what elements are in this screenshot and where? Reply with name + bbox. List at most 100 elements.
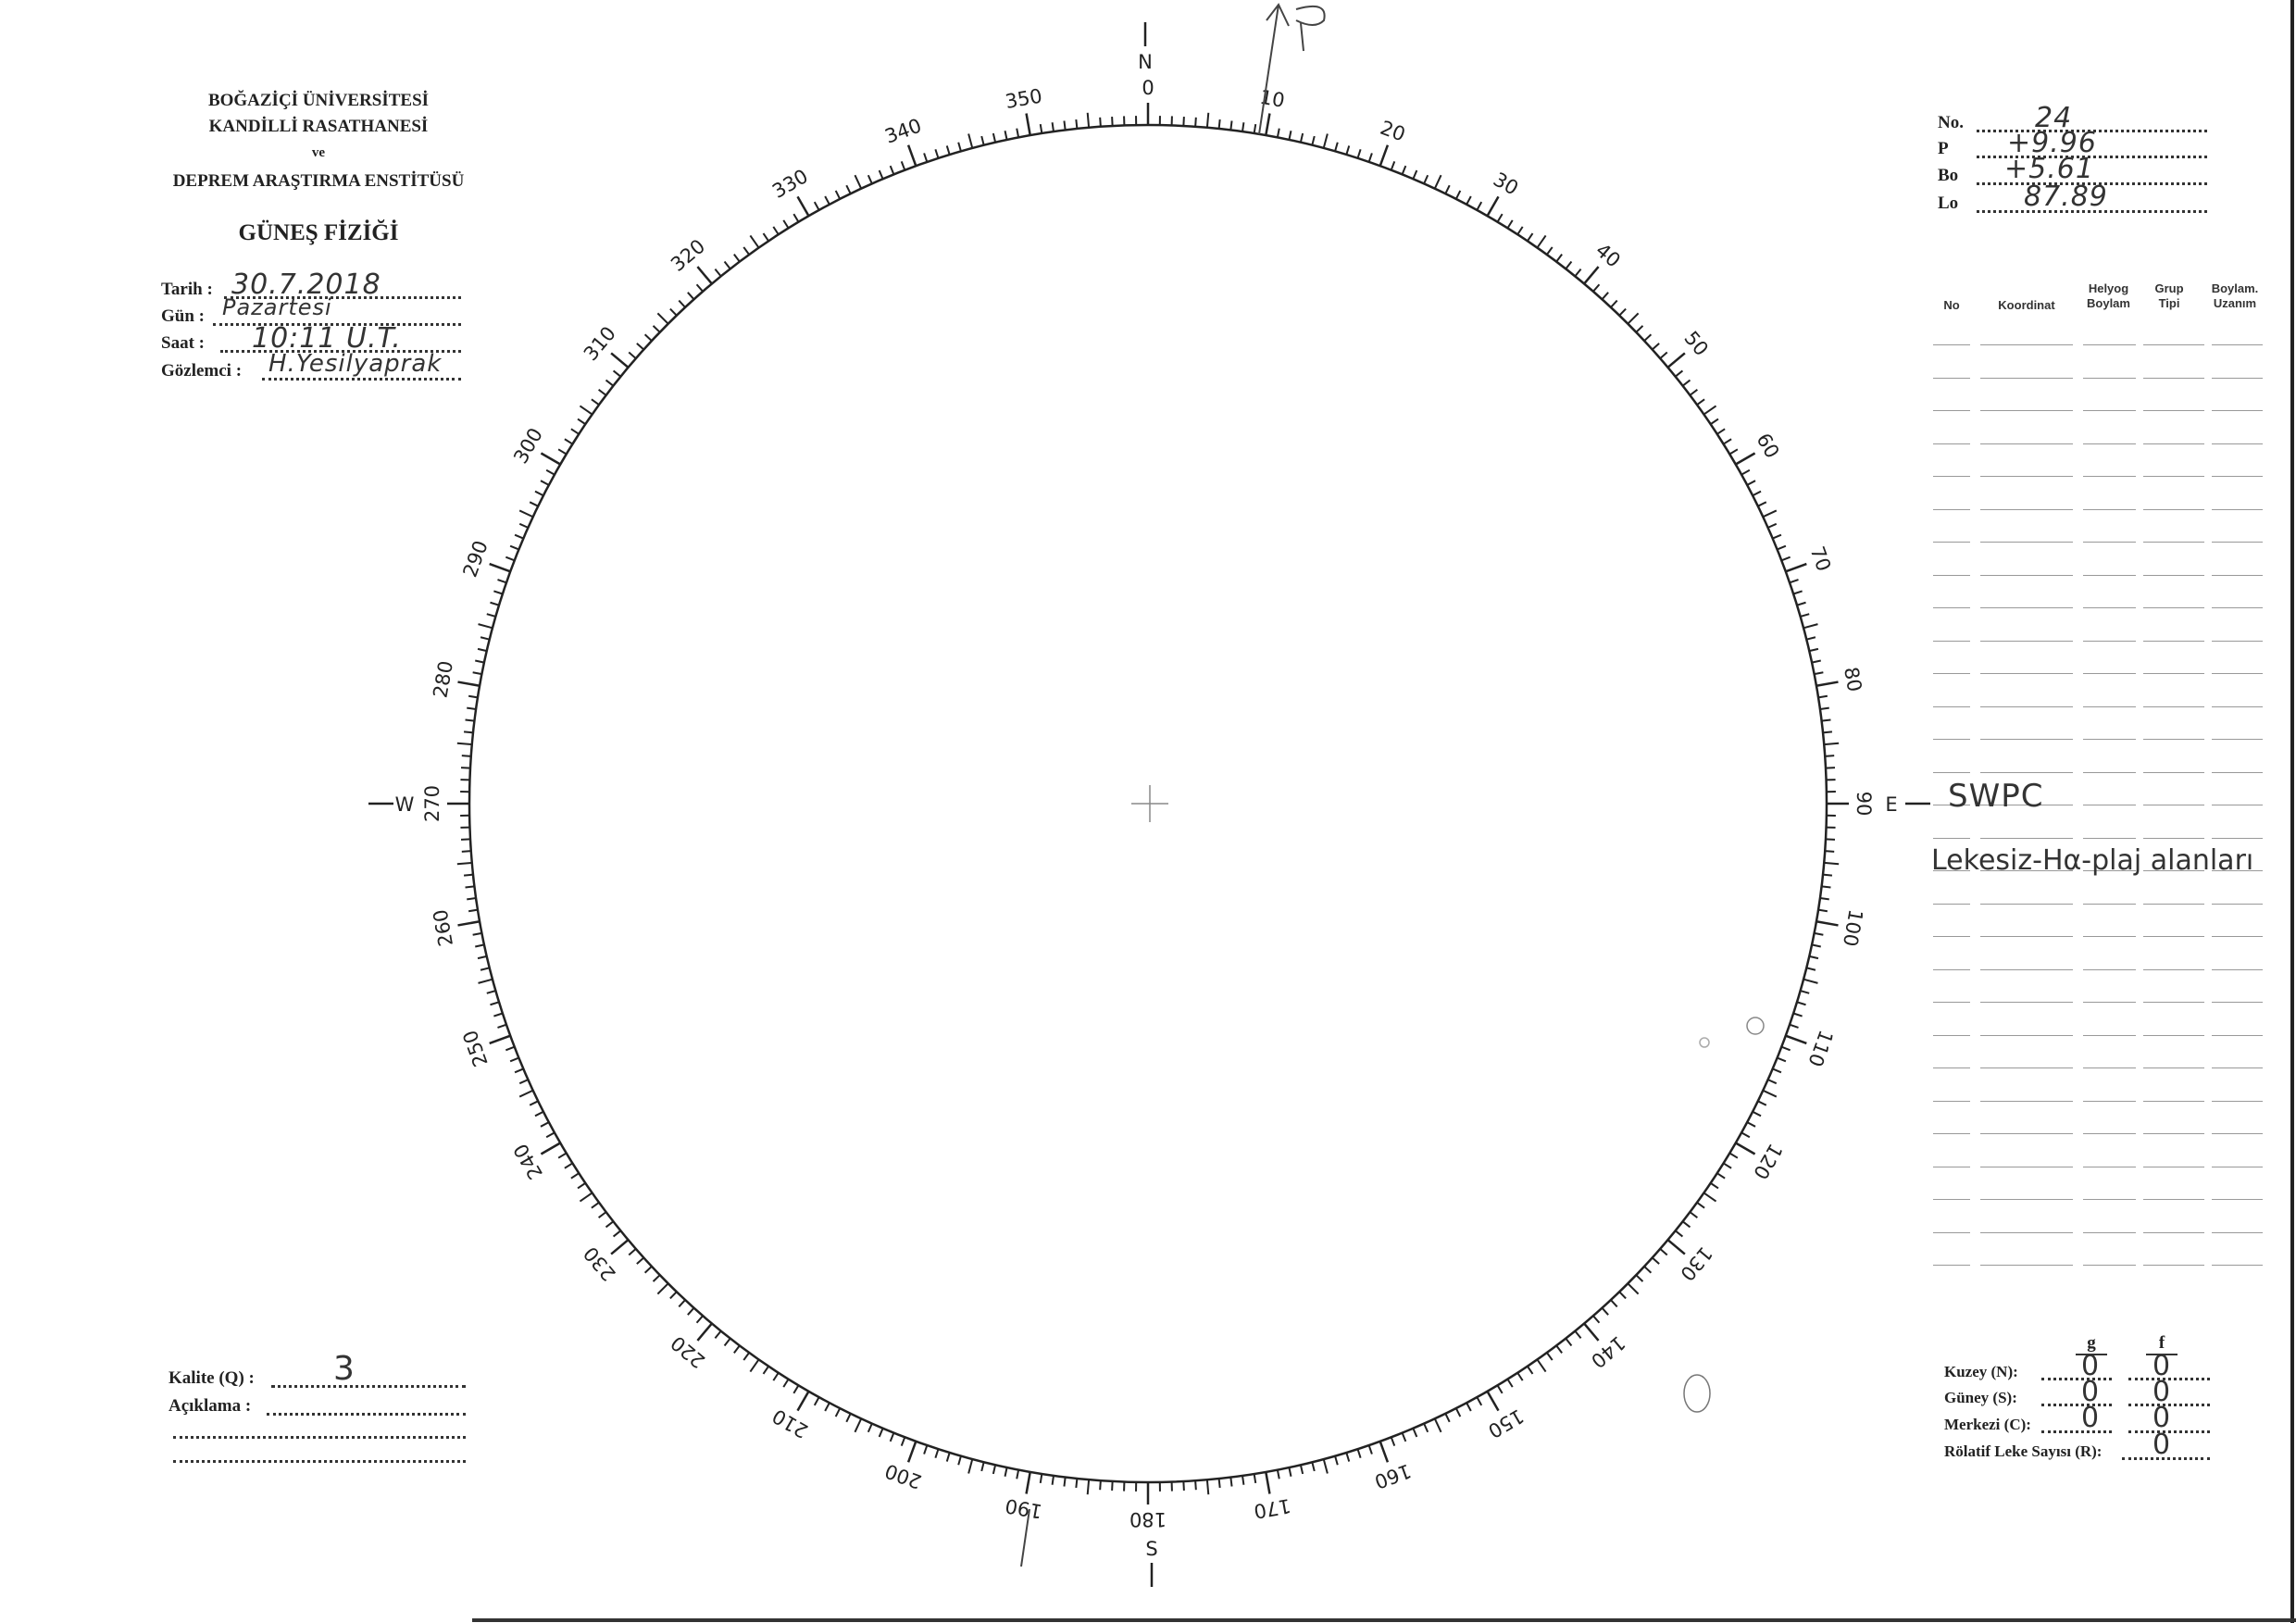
table-cell-line[interactable] <box>1980 542 2073 543</box>
table-cell-line[interactable] <box>1933 1133 1970 1134</box>
remark-field-line-3[interactable] <box>173 1460 466 1463</box>
table-cell-line[interactable] <box>1933 542 1970 543</box>
table-cell-line[interactable] <box>2083 1034 2136 1036</box>
table-cell-line[interactable] <box>2212 607 2263 608</box>
table-cell-line[interactable] <box>2212 1002 2263 1003</box>
table-cell-line[interactable] <box>2212 508 2263 510</box>
table-cell-line[interactable] <box>2143 1100 2204 1102</box>
table-cell-line[interactable] <box>2083 739 2136 740</box>
table-cell-line[interactable] <box>2083 542 2136 543</box>
lo-value[interactable]: 87.89 <box>2024 181 2108 213</box>
table-cell-line[interactable] <box>1980 508 2073 510</box>
table-cell-line[interactable] <box>1933 870 1970 871</box>
table-cell-line[interactable] <box>2212 1265 2263 1266</box>
table-cell-line[interactable] <box>1933 443 1970 444</box>
table-cell-line[interactable] <box>2212 1067 2263 1068</box>
no-value[interactable]: 24 <box>2035 102 2073 134</box>
table-cell-line[interactable] <box>2212 771 2263 773</box>
relative-value[interactable]: 0 <box>2152 1429 2172 1461</box>
table-cell-line[interactable] <box>2212 410 2263 411</box>
table-cell-line[interactable] <box>2212 705 2263 707</box>
table-cell-line[interactable] <box>1980 1133 2073 1134</box>
table-cell-line[interactable] <box>1933 1231 1970 1233</box>
table-cell-line[interactable] <box>1933 1100 1970 1102</box>
p-value[interactable]: +9.96 <box>2007 127 2097 159</box>
table-cell-line[interactable] <box>2212 574 2263 576</box>
table-cell-line[interactable] <box>1980 1231 2073 1233</box>
table-cell-line[interactable] <box>2212 1231 2263 1233</box>
table-cell-line[interactable] <box>2083 574 2136 576</box>
table-cell-line[interactable] <box>2143 607 2204 608</box>
table-cell-line[interactable] <box>2212 443 2263 444</box>
table-cell-line[interactable] <box>1980 837 2073 839</box>
day-value[interactable]: Pazartesi <box>222 294 332 320</box>
table-cell-line[interactable] <box>2212 673 2263 674</box>
table-cell-line[interactable] <box>2143 1133 2204 1134</box>
table-cell-line[interactable] <box>2083 968 2136 970</box>
center-g-value[interactable]: 0 <box>2081 1402 2101 1434</box>
table-cell-line[interactable] <box>2083 377 2136 379</box>
table-cell-line[interactable] <box>2143 574 2204 576</box>
table-cell-line[interactable] <box>1980 673 2073 674</box>
table-cell-line[interactable] <box>2143 443 2204 444</box>
table-cell-line[interactable] <box>1933 1199 1970 1200</box>
table-cell-line[interactable] <box>2212 739 2263 740</box>
table-cell-line[interactable] <box>1980 1067 2073 1068</box>
table-cell-line[interactable] <box>2083 640 2136 642</box>
table-cell-line[interactable] <box>1933 673 1970 674</box>
table-cell-line[interactable] <box>2083 1002 2136 1003</box>
table-cell-line[interactable] <box>2083 1199 2136 1200</box>
table-cell-line[interactable] <box>2143 508 2204 510</box>
south-g-value[interactable]: 0 <box>2081 1376 2101 1408</box>
table-cell-line[interactable] <box>2143 344 2204 345</box>
table-cell-line[interactable] <box>1933 837 1970 839</box>
table-cell-line[interactable] <box>1980 936 2073 937</box>
table-cell-line[interactable] <box>2083 1231 2136 1233</box>
table-cell-line[interactable] <box>2212 936 2263 937</box>
table-cell-line[interactable] <box>2143 739 2204 740</box>
table-cell-line[interactable] <box>1933 739 1970 740</box>
table-cell-line[interactable] <box>2212 377 2263 379</box>
table-cell-line[interactable] <box>1933 1002 1970 1003</box>
table-cell-line[interactable] <box>1980 476 2073 477</box>
table-cell-line[interactable] <box>2212 903 2263 905</box>
table-cell-line[interactable] <box>1933 705 1970 707</box>
table-cell-line[interactable] <box>2143 673 2204 674</box>
table-cell-line[interactable] <box>1980 1199 2073 1200</box>
table-cell-line[interactable] <box>1980 344 2073 345</box>
table-cell-line[interactable] <box>2143 542 2204 543</box>
table-cell-line[interactable] <box>2212 1034 2263 1036</box>
center-f-value[interactable]: 0 <box>2152 1402 2172 1434</box>
observer-value[interactable]: H.Yesilyaprak <box>268 350 443 378</box>
table-cell-line[interactable] <box>2143 410 2204 411</box>
table-cell-line[interactable] <box>1980 1002 2073 1003</box>
table-cell-line[interactable] <box>2143 1231 2204 1233</box>
south-f-value[interactable]: 0 <box>2152 1376 2172 1408</box>
table-cell-line[interactable] <box>2212 1100 2263 1102</box>
table-cell-line[interactable] <box>1933 476 1970 477</box>
table-cell-line[interactable] <box>2083 1265 2136 1266</box>
bo-value[interactable]: +5.61 <box>2004 153 2094 185</box>
table-cell-line[interactable] <box>2212 344 2263 345</box>
table-cell-line[interactable] <box>1933 771 1970 773</box>
table-cell-line[interactable] <box>2143 1034 2204 1036</box>
table-cell-line[interactable] <box>2083 1067 2136 1068</box>
table-cell-line[interactable] <box>2083 508 2136 510</box>
table-cell-line[interactable] <box>2143 640 2204 642</box>
table-cell-line[interactable] <box>1933 968 1970 970</box>
table-cell-line[interactable] <box>2143 377 2204 379</box>
table-cell-line[interactable] <box>2083 903 2136 905</box>
table-cell-line[interactable] <box>1980 607 2073 608</box>
table-cell-line[interactable] <box>2143 1265 2204 1266</box>
table-cell-line[interactable] <box>2143 1067 2204 1068</box>
table-cell-line[interactable] <box>1980 443 2073 444</box>
table-cell-line[interactable] <box>2212 1133 2263 1134</box>
table-cell-line[interactable] <box>1980 903 2073 905</box>
table-cell-line[interactable] <box>2143 705 2204 707</box>
north-g-value[interactable]: 0 <box>2081 1350 2101 1382</box>
table-cell-line[interactable] <box>2083 1100 2136 1102</box>
remark-field-line-1[interactable] <box>267 1413 466 1416</box>
quality-value[interactable]: 3 <box>333 1350 356 1388</box>
table-cell-line[interactable] <box>1933 936 1970 937</box>
date-value[interactable]: 30.7.2018 <box>231 268 381 301</box>
